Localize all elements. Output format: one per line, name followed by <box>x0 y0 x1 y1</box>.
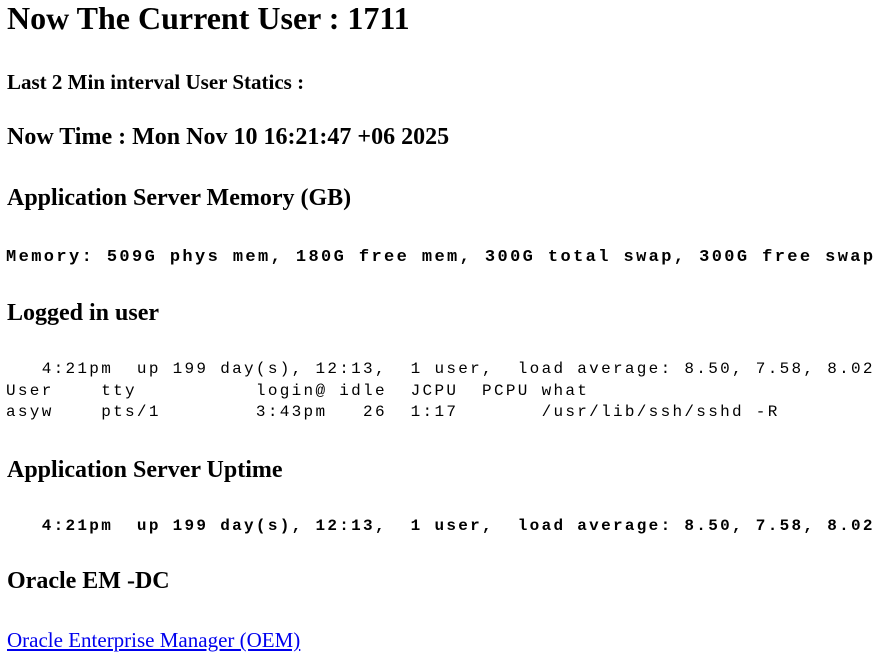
uptime-output: 4:21pm up 199 day(s), 12:13, 1 user, loa… <box>6 517 875 535</box>
page-title: Now The Current User : 1711 <box>7 0 410 36</box>
interval-label: Last 2 Min interval User Statics : <box>7 70 305 94</box>
logged-in-output: 4:21pm up 199 day(s), 12:13, 1 user, loa… <box>6 360 875 421</box>
oem-heading: Oracle EM -DC <box>7 568 170 594</box>
logged-in-heading: Logged in user <box>7 300 160 326</box>
now-time: Now Time : Mon Nov 10 16:21:47 +06 2025 <box>7 124 450 150</box>
uptime-heading: Application Server Uptime <box>7 457 283 483</box>
memory-heading: Application Server Memory (GB) <box>7 185 352 211</box>
memory-output: Memory: 509G phys mem, 180G free mem, 30… <box>6 248 876 267</box>
oem-link[interactable]: Oracle Enterprise Manager (OEM) <box>7 628 301 652</box>
